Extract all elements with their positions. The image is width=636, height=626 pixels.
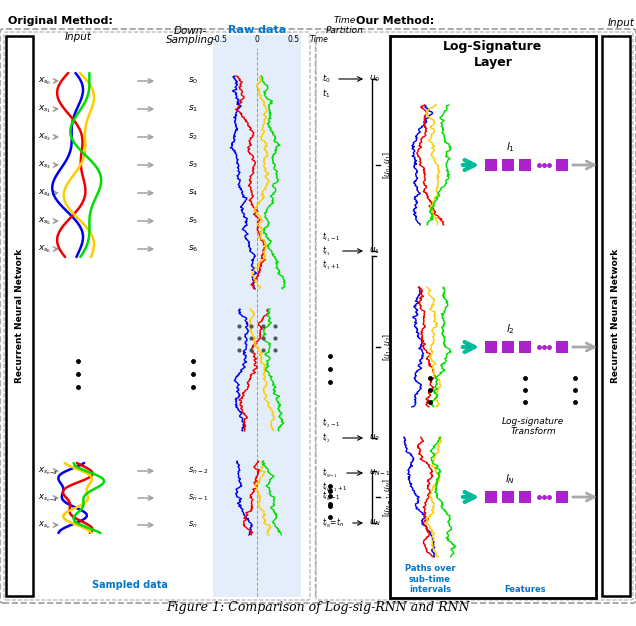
Text: $s_6$: $s_6$ (188, 244, 198, 254)
Text: $s_{\tilde{n}-2}$: $s_{\tilde{n}-2}$ (188, 466, 209, 476)
Bar (6, 36, 33, 596)
Text: $x_{s_6}$: $x_{s_6}$ (38, 244, 52, 255)
Text: $s_{\tilde{n}-1}$: $s_{\tilde{n}-1}$ (188, 493, 209, 503)
Text: $u_1$: $u_1$ (369, 246, 380, 256)
Text: Input: Input (607, 18, 635, 28)
Text: $x_{s_{\tilde{n}}}$: $x_{s_{\tilde{n}}}$ (38, 519, 50, 531)
Text: $x_{s_4}$: $x_{s_4}$ (38, 187, 52, 199)
Bar (519, 159, 531, 171)
Bar (485, 159, 497, 171)
Text: Recurrent Neural Network: Recurrent Neural Network (15, 249, 24, 383)
Text: $l_1$: $l_1$ (506, 140, 515, 154)
Text: $s_0$: $s_0$ (188, 76, 198, 86)
Bar (556, 159, 568, 171)
Text: $u_2$: $u_2$ (369, 433, 380, 443)
Bar (519, 491, 531, 503)
Text: $t_{i_N-1}$: $t_{i_N-1}$ (322, 490, 341, 503)
Text: Sampled data: Sampled data (92, 580, 168, 590)
Bar (556, 341, 568, 353)
Bar (390, 36, 596, 598)
Text: $x_{s_2}$: $x_{s_2}$ (38, 131, 51, 143)
Text: -0.5: -0.5 (212, 35, 228, 44)
Bar (213, 35, 301, 597)
Bar (485, 491, 497, 503)
Text: Figure 1: Comparison of Log-sig-RNN and RNN: Figure 1: Comparison of Log-sig-RNN and … (166, 601, 470, 614)
Text: $s_4$: $s_4$ (188, 188, 198, 198)
Text: $u_{N-1}$: $u_{N-1}$ (369, 468, 391, 478)
Text: $x_{s_0}$: $x_{s_0}$ (38, 75, 52, 87)
Text: $x_{s_1}$: $x_{s_1}$ (38, 103, 52, 115)
Text: 0: 0 (254, 35, 259, 44)
Text: $x_{s_{\tilde{n}-2}}$: $x_{s_{\tilde{n}-2}}$ (38, 465, 58, 477)
Text: Time
Partition: Time Partition (326, 16, 364, 35)
Text: $s_1$: $s_1$ (188, 104, 198, 115)
Text: $[u_1,u_2]$: $[u_1,u_2]$ (382, 333, 394, 361)
Text: $t_{i_2}$: $t_{i_2}$ (322, 431, 331, 445)
Bar (485, 341, 497, 353)
Text: $t_{i_N}\!=\!t_n$: $t_{i_N}\!=\!t_n$ (322, 516, 345, 530)
Text: Paths over
sub-time
intervals: Paths over sub-time intervals (404, 564, 455, 594)
Text: Input: Input (64, 32, 92, 42)
Bar (502, 341, 514, 353)
Bar (502, 491, 514, 503)
Text: $t_0$: $t_0$ (322, 73, 331, 85)
Text: $t_{i_1-1}$: $t_{i_1-1}$ (322, 230, 340, 244)
Text: Recurrent Neural Network: Recurrent Neural Network (611, 249, 621, 383)
Bar (602, 36, 630, 596)
Bar (519, 341, 531, 353)
Text: 0.5: 0.5 (288, 35, 300, 44)
Text: Down-: Down- (174, 26, 207, 36)
Text: $x_{s_5}$: $x_{s_5}$ (38, 215, 52, 227)
Text: $x_{s_3}$: $x_{s_3}$ (38, 159, 52, 171)
Text: $t_{i_{N-1}+1}$: $t_{i_{N-1}+1}$ (322, 480, 348, 494)
Bar (502, 159, 514, 171)
Text: $s_2$: $s_2$ (188, 131, 198, 142)
Text: $[u_{N-1},u_N]$: $[u_{N-1},u_N]$ (382, 478, 394, 516)
Text: $u_0$: $u_0$ (369, 74, 380, 85)
Text: Raw data: Raw data (228, 25, 286, 35)
Text: $t_{i_{N-1}}$: $t_{i_{N-1}}$ (322, 466, 338, 480)
Text: Log-Signature
Layer: Log-Signature Layer (443, 40, 543, 69)
Text: $t_{i_2-1}$: $t_{i_2-1}$ (322, 416, 340, 430)
Text: $s_3$: $s_3$ (188, 160, 198, 170)
Text: Features: Features (504, 585, 546, 594)
Text: Log-signature
Transform: Log-signature Transform (502, 417, 564, 436)
Text: $t_{i_1+1}$: $t_{i_1+1}$ (322, 259, 340, 272)
Text: Sampling: Sampling (165, 35, 214, 45)
Bar (556, 491, 568, 503)
Text: $l_2$: $l_2$ (506, 322, 515, 336)
Text: Time: Time (310, 35, 329, 44)
Text: Our Method:: Our Method: (356, 16, 434, 26)
Text: Original Method:: Original Method: (8, 16, 113, 26)
Text: $[u_0,u_1]$: $[u_0,u_1]$ (382, 151, 394, 179)
Text: $s_{\tilde{n}}$: $s_{\tilde{n}}$ (188, 520, 198, 530)
Text: $t_1$: $t_1$ (322, 88, 331, 100)
Text: $l_N$: $l_N$ (506, 472, 516, 486)
Text: $s_5$: $s_5$ (188, 216, 198, 226)
Text: $t_{i_1}$: $t_{i_1}$ (322, 244, 331, 258)
Text: $u_N$: $u_N$ (369, 518, 382, 528)
Text: $x_{s_{\tilde{n}-1}}$: $x_{s_{\tilde{n}-1}}$ (38, 492, 58, 504)
